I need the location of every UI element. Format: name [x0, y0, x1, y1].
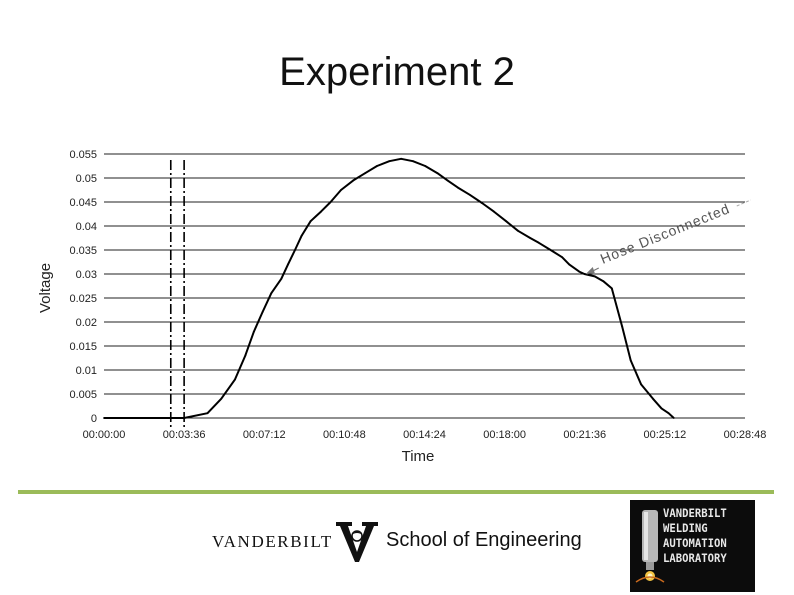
y-tick-label: 0.02: [76, 317, 97, 329]
y-tick-label: 0.03: [76, 269, 97, 281]
series-point: [183, 417, 186, 419]
school-of-engineering-label: School of Engineering: [386, 529, 582, 551]
marker-lines: [169, 160, 185, 428]
series-point: [270, 292, 273, 295]
annotation-hose-disconnected: Hose Disconnected: [585, 199, 751, 275]
series-point: [640, 383, 643, 386]
x-tick-labels: 00:00:00 00:03:36 00:07:12 00:10:48 00:14:24…: [83, 429, 767, 441]
series-point: [517, 229, 519, 232]
y-tick-label: 0.055: [69, 149, 97, 161]
series-point: [593, 275, 596, 278]
series-point: [505, 220, 508, 223]
series-point: [309, 220, 312, 223]
x-tick-label: 00:10:48: [323, 429, 366, 441]
slide-title: Experiment 2: [279, 50, 515, 94]
y-tick-labels: 0 0.005 0.01 0.015 0.02 0.025 0.03 0.035 0.04 0.0…: [69, 149, 97, 425]
y-axis-label: Voltage: [37, 263, 54, 313]
series-point: [468, 193, 471, 196]
series-point: [412, 160, 414, 163]
series-point: [244, 354, 247, 357]
series-points: [103, 157, 675, 419]
series-point: [400, 157, 403, 160]
series-point: [234, 378, 236, 381]
series-point: [537, 241, 540, 244]
series-point: [652, 397, 654, 400]
series-point: [287, 263, 289, 266]
y-tick-label: 0.05: [76, 173, 97, 185]
voltage-series-line: [104, 157, 675, 419]
series-point: [300, 234, 303, 237]
series-point: [561, 256, 564, 259]
series-point: [352, 179, 355, 182]
lab-line-1: VANDERBILT: [663, 506, 727, 520]
series-point: [660, 407, 663, 410]
series-point: [602, 280, 605, 283]
x-axis-label: Time: [402, 448, 435, 465]
vanderbilt-wordmark: VANDERBILT: [212, 532, 333, 551]
lab-line-4: LABORATORY: [663, 551, 727, 565]
series-point: [314, 215, 317, 218]
series-point: [621, 325, 624, 328]
series-point: [481, 202, 483, 204]
series-point: [103, 417, 105, 419]
lab-name-text: VANDERBILT WELDING AUTOMATION LABORATORY: [663, 506, 748, 566]
series-point: [436, 172, 439, 175]
x-tick-label: 00:07:12: [243, 429, 286, 441]
series-point: [629, 359, 632, 362]
gridlines: [104, 153, 745, 419]
y-tick-label: 0.005: [69, 389, 97, 401]
series-point: [667, 412, 670, 415]
annotation-arrowhead: [585, 267, 595, 274]
series-point: [320, 210, 322, 213]
series-point: [280, 277, 283, 280]
welding-automation-lab-logo: VANDERBILT WELDING AUTOMATION LABORATORY: [630, 500, 755, 592]
series-point: [529, 237, 532, 239]
series-point: [206, 412, 209, 415]
annotation-trailing-dashes: [736, 199, 751, 207]
y-tick-label: 0.035: [69, 245, 97, 257]
y-tick-label: 0.045: [69, 197, 97, 209]
series-point: [376, 165, 378, 167]
series-point: [340, 189, 342, 191]
x-tick-label: 00:03:36: [163, 429, 206, 441]
series-point: [220, 397, 223, 400]
series-point: [492, 210, 495, 213]
vanderbilt-v-oak-logo: [336, 522, 378, 562]
y-tick-label: 0: [91, 413, 97, 425]
series-point: [294, 249, 296, 251]
x-tick-label: 00:00:00: [83, 429, 126, 441]
green-divider: [18, 490, 774, 494]
series-point: [583, 273, 586, 275]
series-point: [456, 186, 459, 189]
series-point: [610, 287, 613, 290]
series-point: [252, 330, 255, 333]
y-tick-label: 0.01: [76, 365, 97, 377]
lab-line-2: WELDING: [663, 521, 708, 535]
series-point: [446, 179, 449, 182]
y-tick-label: 0.015: [69, 341, 97, 353]
x-tick-label: 00:25:12: [643, 429, 686, 441]
series-point: [388, 160, 391, 163]
y-tick-label: 0.04: [76, 221, 97, 233]
series-point: [261, 311, 264, 314]
annotation-text: Hose Disconnected: [598, 200, 732, 267]
series-point: [578, 270, 581, 273]
series-point: [329, 201, 332, 203]
series-point: [672, 417, 675, 419]
lab-line-3: AUTOMATION: [663, 536, 727, 550]
x-tick-label: 00:28:48: [724, 429, 767, 441]
series-point: [424, 165, 427, 167]
welding-torch-icon: [635, 510, 665, 583]
series-point: [364, 172, 367, 175]
y-tick-label: 0.025: [69, 293, 97, 305]
series-point: [549, 249, 552, 251]
voltage-time-chart: 0 0.005 0.01 0.015 0.02 0.025 0.03 0.035 0.04 0.0…: [37, 149, 767, 465]
series-point: [568, 263, 571, 266]
x-tick-label: 00:18:00: [483, 429, 526, 441]
x-tick-label: 00:21:36: [563, 429, 606, 441]
x-tick-label: 00:14:24: [403, 429, 446, 441]
